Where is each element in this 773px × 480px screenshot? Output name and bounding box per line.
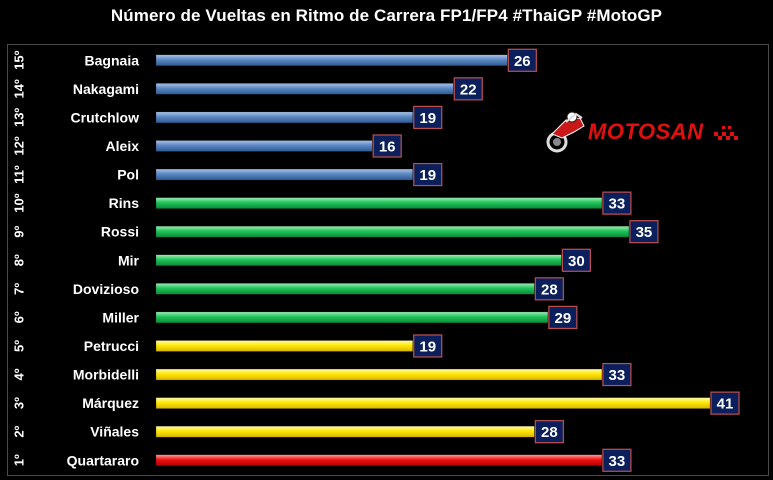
value-label: 26 xyxy=(514,53,531,70)
rider-label: Rins xyxy=(109,195,140,211)
bar xyxy=(155,168,413,181)
value-label-box xyxy=(534,277,564,301)
value-label-box xyxy=(413,334,443,358)
bar xyxy=(155,225,630,238)
rider-label: Viñales xyxy=(90,424,139,440)
checkered-flag-icon xyxy=(714,126,738,140)
rider-label: Dovizioso xyxy=(73,281,139,297)
motorcycle-icon xyxy=(546,111,585,153)
position-label: 1º xyxy=(12,454,27,466)
value-label-box xyxy=(453,77,483,101)
chart-title: Número de Vueltas en Ritmo de Carrera FP… xyxy=(110,6,663,25)
value-label-box xyxy=(710,391,740,415)
plot-frame xyxy=(7,44,769,476)
position-label: 10º xyxy=(12,193,27,212)
position-label: 13º xyxy=(12,108,27,127)
rider-label: Aleix xyxy=(106,138,140,154)
rider-label: Mir xyxy=(118,252,140,268)
position-label: 11º xyxy=(12,165,27,184)
position-label: 2º xyxy=(12,425,27,437)
rider-label: Quartararo xyxy=(67,452,139,468)
rider-label: Bagnaia xyxy=(85,52,140,68)
value-label-box xyxy=(602,362,632,387)
value-label: 19 xyxy=(419,167,436,184)
rider-label: Pol xyxy=(117,167,139,183)
bar xyxy=(155,368,603,381)
value-label: 16 xyxy=(379,138,396,155)
value-label: 33 xyxy=(609,367,626,384)
value-label-box xyxy=(602,191,632,215)
rider-label: Crutchlow xyxy=(71,109,140,125)
value-label: 28 xyxy=(541,281,558,298)
value-label-box xyxy=(561,248,591,272)
rider-label: Márquez xyxy=(82,395,139,411)
value-label-box xyxy=(413,162,443,187)
value-label-box xyxy=(548,305,578,330)
position-label: 5º xyxy=(12,340,27,352)
rider-label: Petrucci xyxy=(84,338,139,354)
position-label: 12º xyxy=(12,136,27,155)
position-label: 4º xyxy=(12,368,27,380)
value-label: 22 xyxy=(460,81,477,98)
value-label: 41 xyxy=(717,396,734,413)
bar xyxy=(155,111,413,124)
bar xyxy=(155,254,562,267)
bar xyxy=(155,283,535,295)
position-label: 9º xyxy=(12,225,27,237)
bar xyxy=(155,397,711,409)
position-label: 15º xyxy=(12,50,27,69)
value-label: 28 xyxy=(541,424,558,441)
bar xyxy=(155,340,413,352)
value-label: 29 xyxy=(555,310,572,327)
bar xyxy=(155,311,549,324)
position-label: 8º xyxy=(12,254,27,266)
value-label-box xyxy=(534,420,564,444)
value-label: 35 xyxy=(636,224,653,241)
value-label: 19 xyxy=(419,110,436,127)
bar xyxy=(155,425,535,438)
rider-label: Morbidelli xyxy=(73,367,139,383)
rider-label: Nakagami xyxy=(73,81,139,97)
value-label: 30 xyxy=(568,253,585,270)
position-label: 6º xyxy=(12,311,27,323)
position-label: 3º xyxy=(12,397,27,409)
bar xyxy=(155,140,373,152)
value-label: 33 xyxy=(609,453,626,470)
motosan-logo: MOTOSAN xyxy=(546,108,746,154)
logo-text: MOTOSAN xyxy=(588,119,704,144)
position-label: 14º xyxy=(12,79,27,98)
value-label: 33 xyxy=(609,196,626,213)
rider-label: Rossi xyxy=(101,224,139,240)
value-label-box xyxy=(372,134,402,158)
rider-label: Miller xyxy=(102,309,139,325)
bar xyxy=(155,454,603,467)
value-label: 19 xyxy=(419,338,436,355)
value-label-box xyxy=(629,220,659,244)
position-label: 7º xyxy=(12,283,27,295)
value-label-box xyxy=(602,448,632,472)
value-label-box xyxy=(413,105,443,130)
value-label-box xyxy=(507,48,537,72)
bar xyxy=(155,54,508,67)
bar xyxy=(155,197,603,209)
bar xyxy=(155,83,454,95)
